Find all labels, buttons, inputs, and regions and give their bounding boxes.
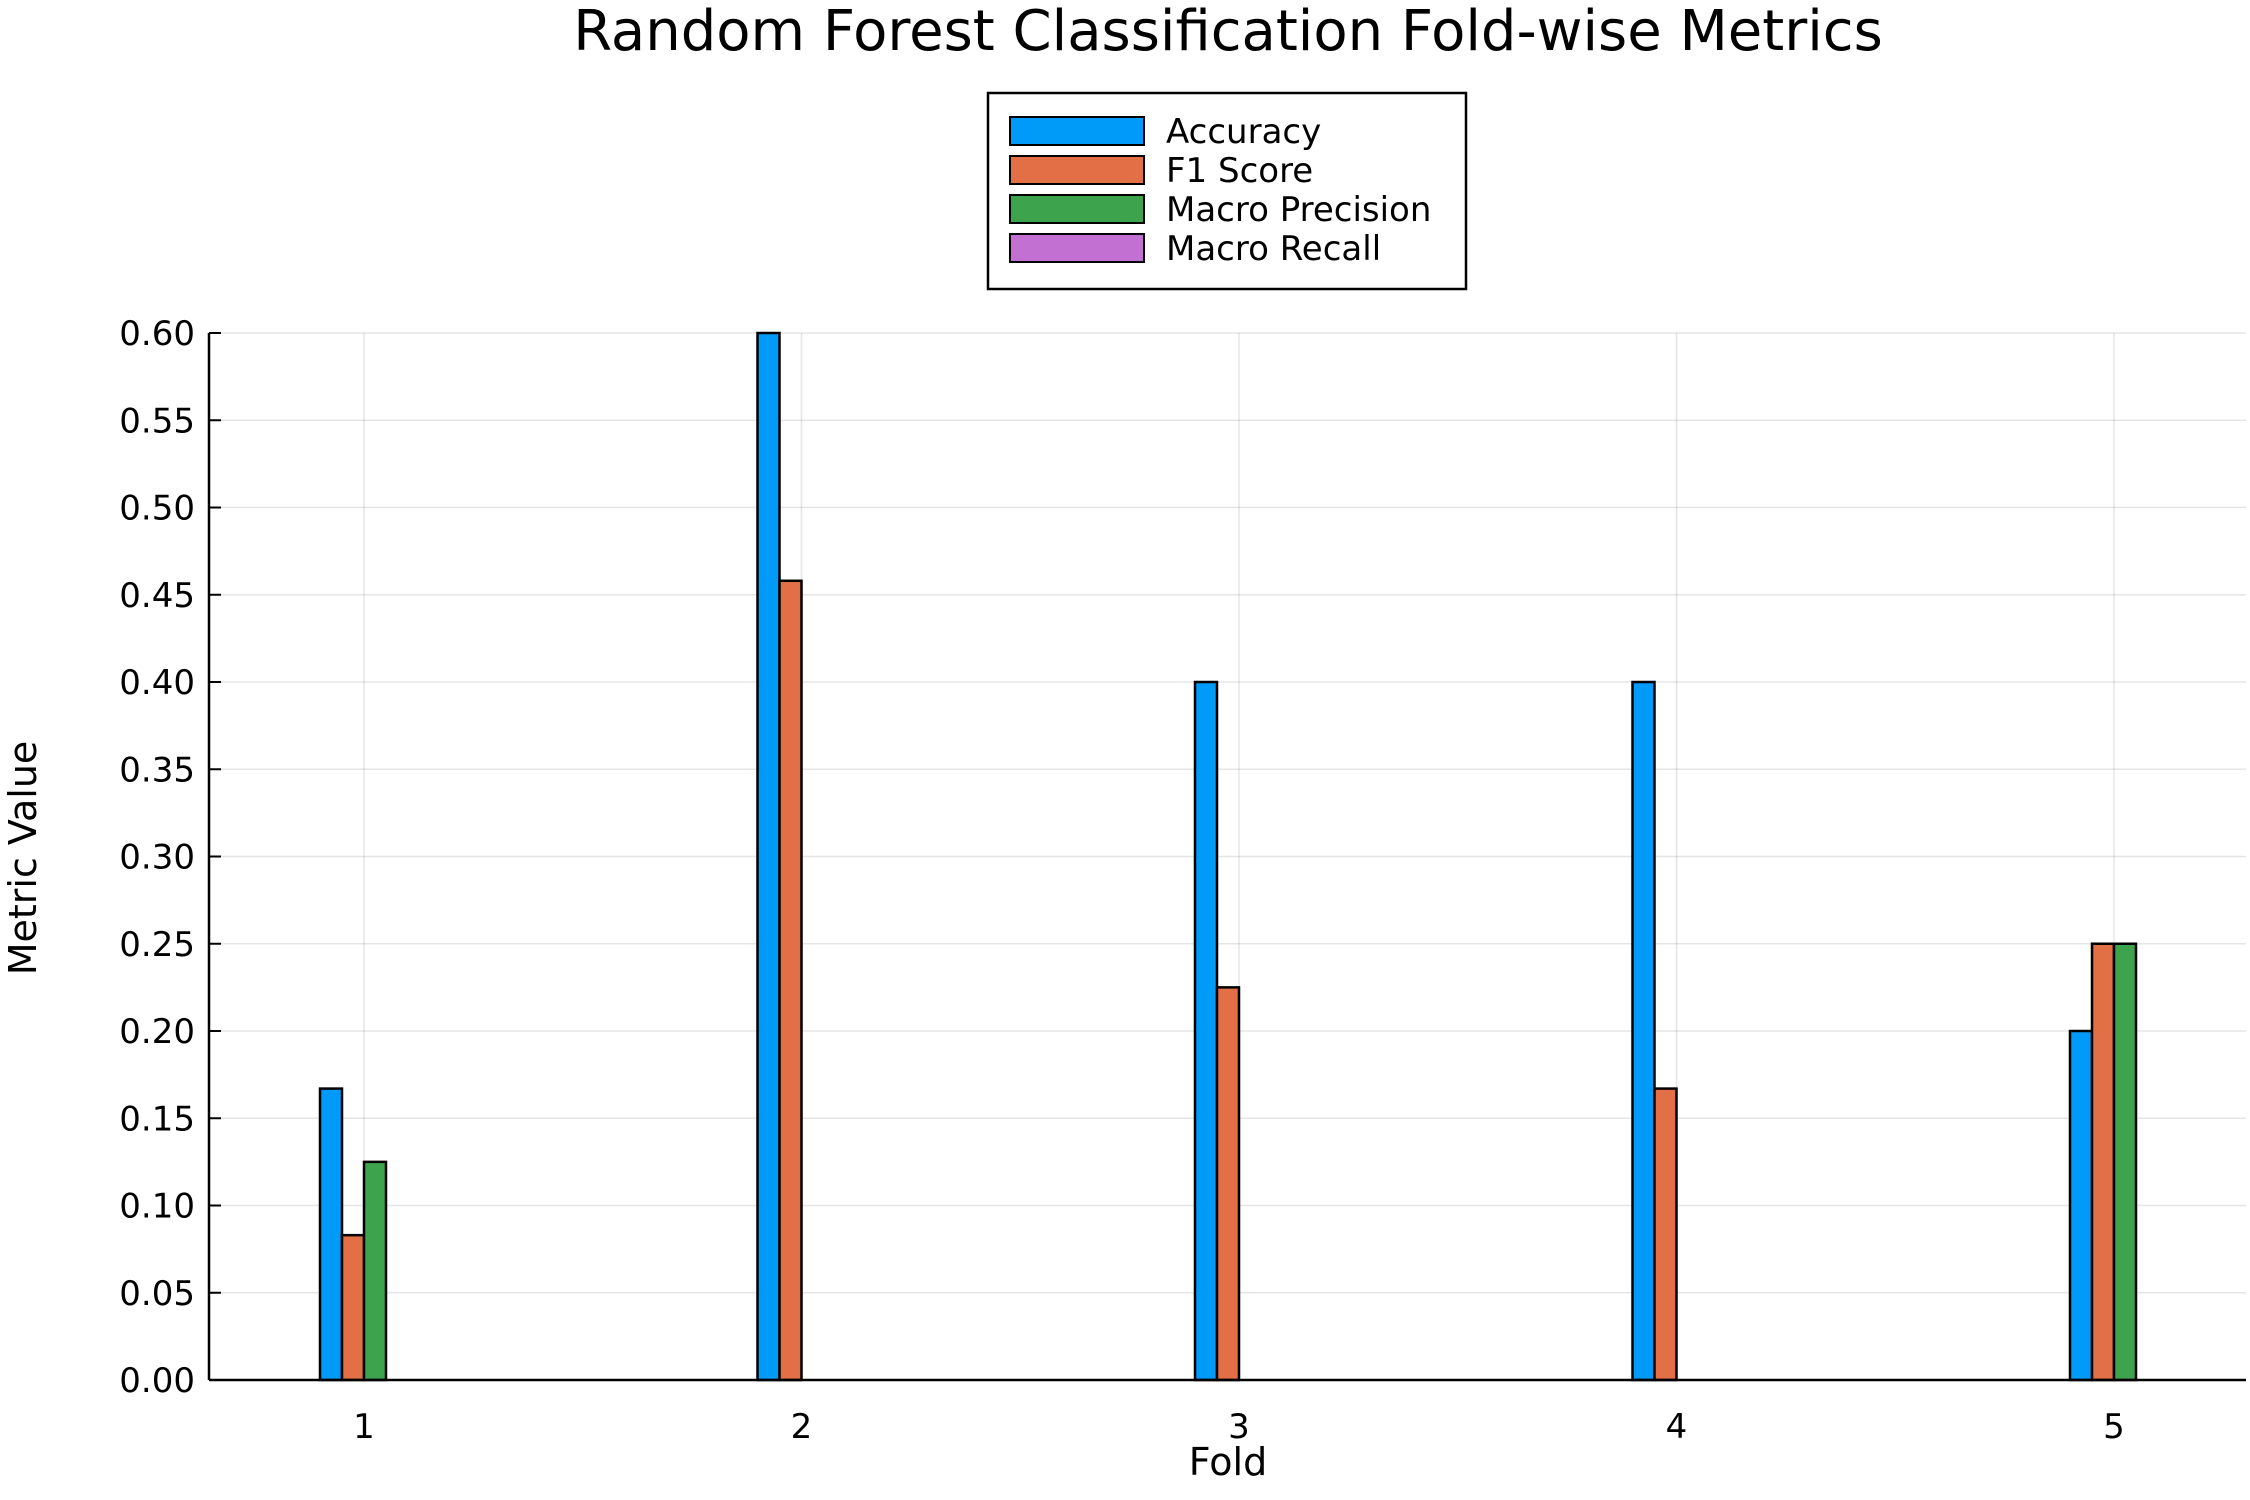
x-tick-label: 5 (2103, 1407, 2125, 1447)
y-tick-label: 0.55 (119, 401, 195, 441)
bar (1653, 1087, 1678, 1382)
y-tick-label: 0.10 (119, 1187, 195, 1227)
bar (318, 1087, 344, 1382)
x-axis-title: Fold (1189, 1440, 1267, 1484)
bar (340, 1233, 366, 1382)
bar (1631, 680, 1656, 1382)
y-tick-label: 0.45 (119, 576, 195, 616)
x-tick-label: 4 (1666, 1407, 1688, 1447)
ticks: 0.00 0.05 0.10 0.15 0.20 0.25 0.30 0.35 0.40 0.45… (119, 314, 2125, 1447)
y-tick-label: 0.20 (119, 1012, 195, 1052)
y-tick-label: 0.60 (119, 314, 195, 354)
legend-swatch (1009, 233, 1145, 263)
y-tick-label: 0.15 (119, 1099, 195, 1139)
legend-label: Accuracy (1166, 112, 1321, 152)
legend-label: Macro Precision (1166, 190, 1431, 230)
bar (756, 331, 781, 1382)
y-tick-label: 0.00 (119, 1361, 195, 1401)
bar (2112, 942, 2138, 1382)
y-tick-label: 0.50 (119, 489, 195, 529)
legend-label: F1 Score (1166, 151, 1313, 191)
bar (1193, 680, 1219, 1382)
x-tick-label: 3 (1228, 1407, 1250, 1447)
y-tick-label: 0.05 (119, 1274, 195, 1314)
legend-swatch (1009, 116, 1145, 146)
y-tick-label: 0.30 (119, 838, 195, 878)
x-tick-label: 1 (353, 1407, 375, 1447)
bar (2090, 942, 2116, 1382)
legend-swatch (1009, 155, 1145, 185)
y-tick-label: 0.35 (119, 750, 195, 790)
y-axis-title: Metric Value (1, 741, 45, 976)
bar (362, 1160, 388, 1382)
chart-title: Random Forest Classification Fold-wise M… (573, 0, 1883, 64)
y-tick-label: 0.25 (119, 925, 195, 965)
bar (778, 579, 803, 1382)
bar (2068, 1029, 2094, 1382)
legend-label: Macro Recall (1166, 229, 1381, 269)
bar (1215, 986, 1241, 1382)
x-tick-label: 2 (791, 1407, 813, 1447)
y-tick-label: 0.40 (119, 663, 195, 703)
legend-swatch (1009, 194, 1145, 224)
